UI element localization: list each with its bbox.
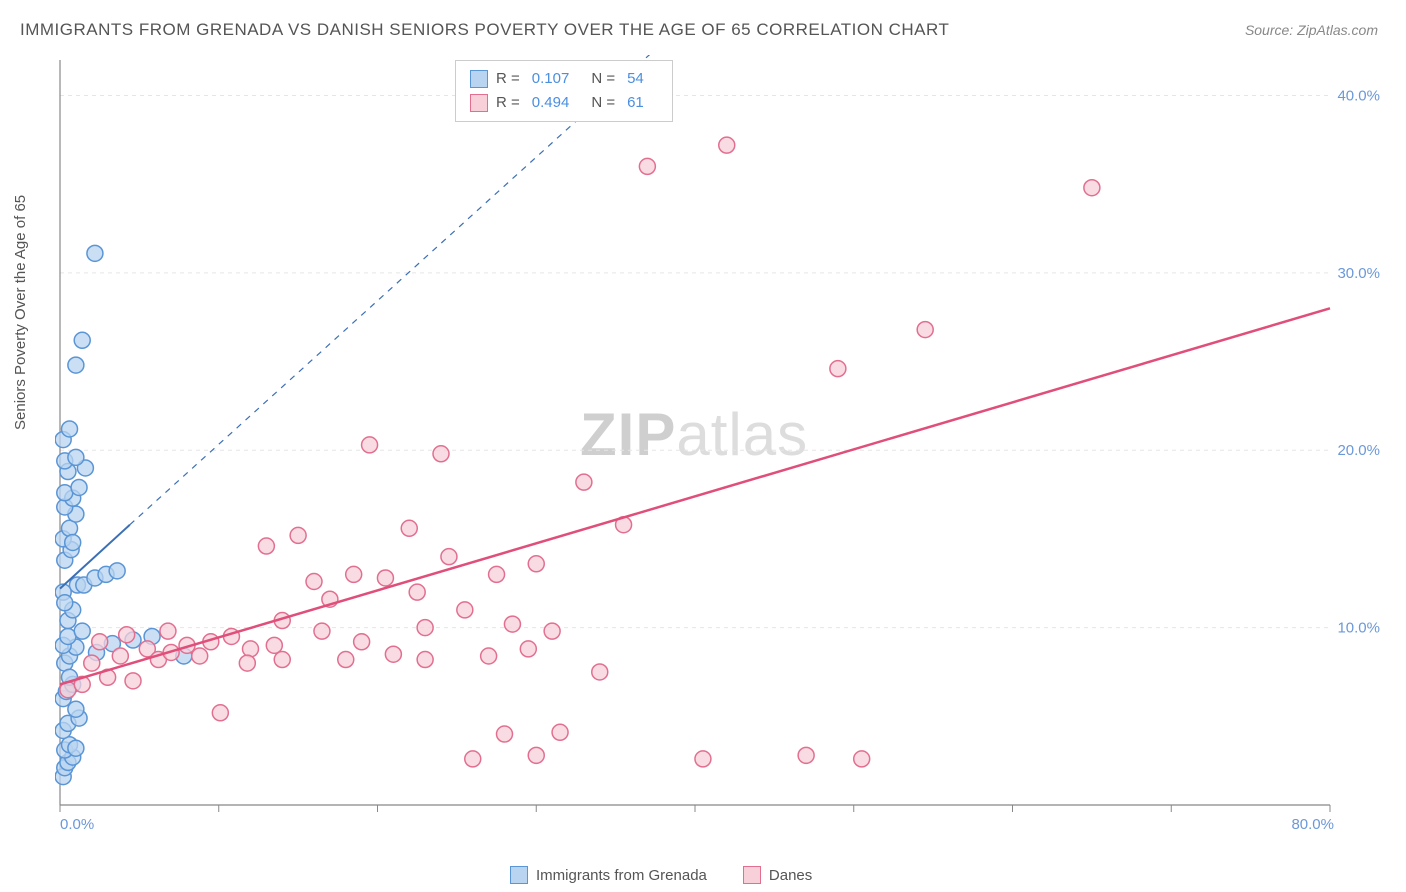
- swatch-series-1: [470, 94, 488, 112]
- legend-swatch-0: [510, 866, 528, 884]
- swatch-series-0: [470, 70, 488, 88]
- legend-label-1: Danes: [769, 867, 812, 884]
- r-value-0: 0.107: [532, 67, 570, 91]
- source-label: Source: ZipAtlas.com: [1245, 22, 1378, 38]
- n-value-1: 61: [627, 91, 644, 115]
- svg-text:10.0%: 10.0%: [1337, 620, 1380, 637]
- r-value-1: 0.494: [532, 91, 570, 115]
- stats-legend: R = 0.107 N = 54 R = 0.494 N = 61: [455, 60, 673, 122]
- r-label-0: R =: [496, 67, 520, 91]
- legend-label-0: Immigrants from Grenada: [536, 867, 707, 884]
- legend-item-1: Danes: [743, 866, 812, 884]
- chart-root: IMMIGRANTS FROM GRENADA VS DANISH SENIOR…: [0, 0, 1406, 892]
- n-label-0: N =: [591, 67, 615, 91]
- svg-text:30.0%: 30.0%: [1337, 265, 1380, 282]
- svg-text:80.0%: 80.0%: [1291, 816, 1334, 833]
- n-value-0: 54: [627, 67, 644, 91]
- legend-item-0: Immigrants from Grenada: [510, 866, 707, 884]
- n-label-1: N =: [591, 91, 615, 115]
- svg-text:20.0%: 20.0%: [1337, 442, 1380, 459]
- chart-title: IMMIGRANTS FROM GRENADA VS DANISH SENIOR…: [20, 20, 949, 40]
- svg-text:40.0%: 40.0%: [1337, 87, 1380, 104]
- svg-text:0.0%: 0.0%: [60, 816, 94, 833]
- y-axis-label: Seniors Poverty Over the Age of 65: [12, 195, 29, 430]
- r-label-1: R =: [496, 91, 520, 115]
- scatter-plot: 10.0% 20.0% 30.0% 40.0% 0.0% 80.0%: [55, 55, 1385, 835]
- series-legend: Immigrants from Grenada Danes: [510, 866, 812, 884]
- legend-swatch-1: [743, 866, 761, 884]
- stats-row-series-1: R = 0.494 N = 61: [470, 91, 658, 115]
- stats-row-series-0: R = 0.107 N = 54: [470, 67, 658, 91]
